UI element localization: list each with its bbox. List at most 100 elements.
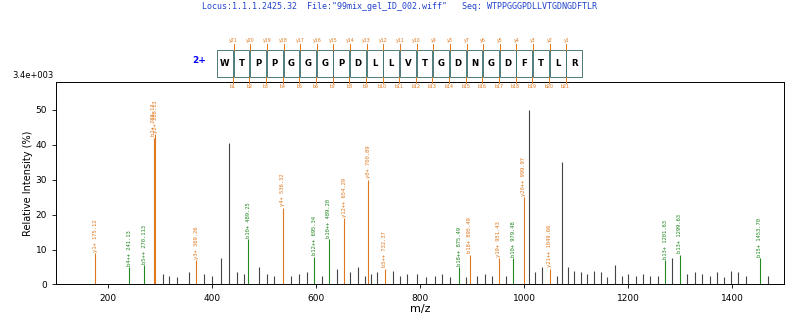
Text: y0+ 700.89: y0+ 700.89 [366, 146, 371, 178]
Text: y3: y3 [530, 38, 536, 43]
Text: y5: y5 [497, 38, 502, 43]
FancyBboxPatch shape [250, 50, 266, 77]
Text: y7: y7 [464, 38, 470, 43]
Text: V: V [405, 59, 411, 68]
Text: F: F [522, 59, 527, 68]
Text: b8: b8 [346, 84, 352, 89]
Text: b2+ 288.13: b2+ 288.13 [151, 104, 156, 136]
FancyBboxPatch shape [417, 50, 433, 77]
Text: G: G [288, 59, 295, 68]
FancyBboxPatch shape [500, 50, 516, 77]
Text: b1: b1 [230, 84, 236, 89]
Text: R: R [571, 59, 578, 68]
FancyBboxPatch shape [334, 50, 350, 77]
Text: y18: y18 [279, 38, 288, 43]
Text: b12: b12 [411, 84, 420, 89]
Text: b5: b5 [296, 84, 302, 89]
Text: D: D [504, 59, 511, 68]
Text: L: L [389, 59, 394, 68]
Text: y4: y4 [514, 38, 519, 43]
Text: y19: y19 [262, 38, 271, 43]
Text: G: G [488, 59, 494, 68]
Text: y6: y6 [480, 38, 486, 43]
FancyBboxPatch shape [366, 50, 382, 77]
Text: 2+: 2+ [193, 56, 206, 65]
Text: y13: y13 [362, 38, 371, 43]
Text: y19+ 951.43: y19+ 951.43 [496, 221, 502, 257]
Text: b10+ 489.25: b10+ 489.25 [246, 202, 250, 238]
Text: b21: b21 [561, 84, 570, 89]
FancyBboxPatch shape [466, 50, 482, 77]
Text: b12++ 695.34: b12++ 695.34 [311, 216, 317, 255]
FancyBboxPatch shape [350, 50, 366, 77]
Text: T: T [238, 59, 245, 68]
Text: G: G [305, 59, 311, 68]
Text: D: D [354, 59, 362, 68]
FancyBboxPatch shape [283, 50, 299, 77]
Text: G: G [438, 59, 445, 68]
Text: b4: b4 [280, 84, 286, 89]
Text: b6: b6 [313, 84, 319, 89]
Text: y4+ 536.32: y4+ 536.32 [280, 174, 286, 206]
Text: b10++ 489.20: b10++ 489.20 [326, 198, 331, 238]
Text: L: L [372, 59, 378, 68]
FancyBboxPatch shape [550, 50, 566, 77]
Y-axis label: Relative Intensity (%): Relative Intensity (%) [22, 130, 33, 236]
Text: N: N [471, 59, 478, 68]
Text: b2: b2 [246, 84, 253, 89]
Text: y2: y2 [547, 38, 553, 43]
Text: b18++ 875.49: b18++ 875.49 [457, 227, 462, 266]
Text: y10: y10 [412, 38, 421, 43]
Text: T: T [538, 59, 544, 68]
Text: L: L [555, 59, 560, 68]
Text: y2+ 288.13: y2+ 288.13 [153, 100, 158, 133]
FancyBboxPatch shape [533, 50, 549, 77]
Text: b7: b7 [330, 84, 336, 89]
FancyBboxPatch shape [267, 50, 282, 77]
Text: b17: b17 [494, 84, 503, 89]
Text: y21: y21 [230, 38, 238, 43]
Text: P: P [272, 59, 278, 68]
Text: y12++ 654.29: y12++ 654.29 [342, 178, 346, 217]
Text: b18+ 895.49: b18+ 895.49 [467, 218, 472, 253]
Text: y15: y15 [329, 38, 338, 43]
Text: b13: b13 [428, 84, 437, 89]
Text: D: D [454, 59, 462, 68]
FancyBboxPatch shape [217, 50, 233, 77]
FancyBboxPatch shape [517, 50, 532, 77]
Text: b13+ 1201.63: b13+ 1201.63 [662, 220, 668, 259]
Text: y12: y12 [379, 38, 388, 43]
Text: b15+ 1453.70: b15+ 1453.70 [758, 218, 762, 257]
FancyBboxPatch shape [234, 50, 250, 77]
Text: P: P [255, 59, 262, 68]
Text: y11: y11 [396, 38, 404, 43]
Text: b5++ 732.37: b5++ 732.37 [382, 232, 387, 267]
Text: b18: b18 [511, 84, 520, 89]
Text: y9: y9 [430, 38, 436, 43]
Text: b9: b9 [363, 84, 369, 89]
FancyBboxPatch shape [483, 50, 499, 77]
Text: P: P [338, 59, 345, 68]
Text: y1+ 175.12: y1+ 175.12 [93, 219, 98, 252]
Text: b13+ 1299.63: b13+ 1299.63 [678, 215, 682, 253]
FancyBboxPatch shape [300, 50, 316, 77]
X-axis label: m/z: m/z [410, 304, 430, 314]
Text: y20++ 999.97: y20++ 999.97 [522, 157, 526, 196]
Text: b11: b11 [394, 84, 404, 89]
Text: b16: b16 [478, 84, 487, 89]
Text: b14: b14 [445, 84, 454, 89]
Text: y14: y14 [346, 38, 354, 43]
Text: b20: b20 [545, 84, 554, 89]
Text: b19: b19 [528, 84, 537, 89]
FancyBboxPatch shape [450, 50, 466, 77]
Text: T: T [422, 59, 427, 68]
Text: b10: b10 [378, 84, 387, 89]
FancyBboxPatch shape [434, 50, 449, 77]
Text: y8: y8 [447, 38, 453, 43]
Text: y20: y20 [246, 38, 254, 43]
Text: y1: y1 [563, 38, 570, 43]
FancyBboxPatch shape [400, 50, 416, 77]
Text: 3.4e+003: 3.4e+003 [12, 71, 54, 80]
Text: b5++ 270.113: b5++ 270.113 [142, 225, 147, 264]
Text: Locus:1.1.1.2425.32  File:"99mix_gel_ID_002.wiff"   Seq: WTPPGGGPDLLVTGDNGDFTLR: Locus:1.1.1.2425.32 File:"99mix_gel_ID_0… [202, 2, 598, 11]
